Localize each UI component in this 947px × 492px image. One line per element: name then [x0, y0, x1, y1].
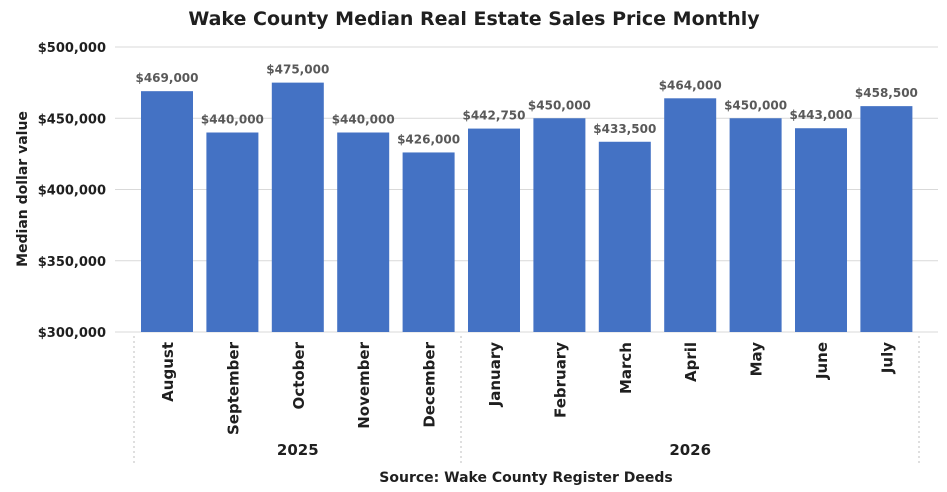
- data-label: $442,750: [462, 109, 525, 123]
- y-tick-label: $500,000: [38, 41, 106, 56]
- bar: [468, 128, 520, 332]
- bar: [795, 128, 847, 332]
- y-tick-label: $400,000: [38, 184, 106, 199]
- x-tick-label: February: [551, 342, 569, 418]
- bar: [664, 98, 717, 332]
- data-label: $440,000: [201, 113, 264, 127]
- bars: [141, 82, 913, 332]
- data-label: $475,000: [266, 63, 329, 77]
- data-label: $440,000: [332, 113, 395, 127]
- data-label: $450,000: [528, 98, 591, 112]
- y-tick-label: $450,000: [38, 112, 106, 127]
- data-label: $458,500: [855, 86, 918, 100]
- bar: [860, 106, 913, 332]
- data-label: $443,000: [789, 108, 852, 122]
- bar: [533, 118, 586, 332]
- x-tick-label: May: [748, 342, 766, 377]
- bar: [206, 132, 259, 332]
- x-tick-label: November: [355, 341, 373, 428]
- year-groups: 2025 2026: [133, 336, 920, 464]
- data-label: $450,000: [724, 98, 787, 112]
- source-note: Source: Wake County Register Deeds: [379, 470, 672, 486]
- x-tick-label: July: [878, 342, 896, 374]
- bar: [729, 118, 782, 332]
- data-label: $433,500: [593, 122, 656, 136]
- data-labels: $469,000$440,000$475,000$440,000$426,000…: [135, 63, 917, 147]
- data-label: $426,000: [397, 132, 460, 146]
- x-tick-label: December: [421, 341, 439, 427]
- y-axis-ticks: $300,000 $350,000 $400,000 $450,000 $500,000: [38, 41, 106, 341]
- chart-title: Wake County Median Real Estate Sales Pri…: [188, 8, 760, 30]
- bar: [337, 132, 390, 332]
- year-label: 2025: [277, 441, 319, 459]
- year-label: 2026: [669, 441, 711, 459]
- bar: [271, 82, 324, 332]
- x-tick-label: June: [813, 342, 831, 380]
- x-tick-label: October: [290, 341, 308, 409]
- y-axis-label: Median dollar value: [15, 111, 31, 267]
- bar: [402, 152, 455, 332]
- x-tick-label: August: [159, 342, 177, 402]
- x-tick-label: March: [617, 342, 635, 394]
- y-tick-label: $300,000: [38, 326, 106, 341]
- x-tick-label: September: [224, 341, 242, 435]
- bar: [598, 141, 651, 332]
- x-tick-label: January: [486, 342, 504, 408]
- bar: [141, 91, 193, 332]
- x-tick-label: April: [682, 342, 700, 382]
- x-axis-ticks: August September October November December Ja…: [159, 341, 896, 435]
- data-label: $469,000: [135, 71, 198, 85]
- y-tick-label: $350,000: [38, 255, 106, 270]
- data-label: $464,000: [659, 78, 722, 92]
